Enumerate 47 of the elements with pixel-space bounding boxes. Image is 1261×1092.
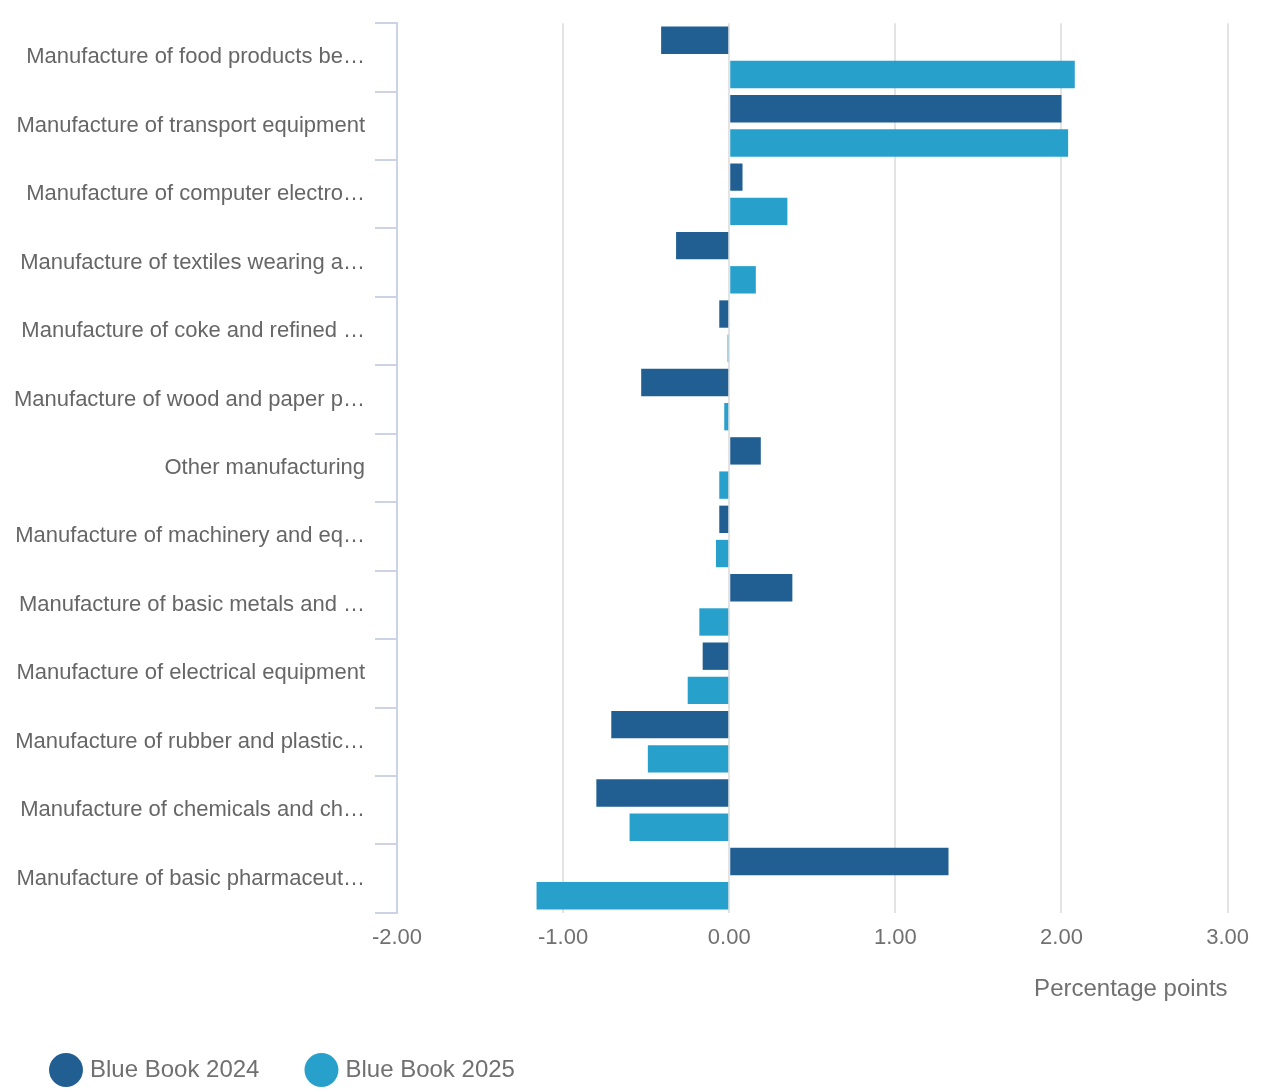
y-tick-label: Manufacture of electrical equipment — [16, 659, 365, 685]
y-tick-label: Manufacture of chemicals and ch… — [20, 796, 365, 822]
bar — [715, 539, 729, 568]
y-tick-label: Manufacture of coke and refined … — [21, 317, 365, 343]
y-tick-label: Manufacture of computer electro… — [26, 180, 365, 206]
x-tick-label: -2.00 — [371, 924, 423, 950]
bar — [596, 779, 729, 807]
bar — [730, 163, 743, 191]
bar — [641, 368, 729, 397]
legend-label: Blue Book 2025 — [345, 1054, 515, 1082]
y-tick-label: Manufacture of food products be… — [26, 43, 365, 69]
y-tick-label: Manufacture of wood and paper p… — [13, 385, 365, 411]
bar — [730, 129, 1069, 157]
bar — [730, 60, 1075, 89]
bar — [730, 197, 788, 226]
x-tick-label: -1.00 — [538, 924, 589, 950]
bar — [730, 574, 793, 602]
bar — [647, 745, 729, 773]
bar — [730, 847, 949, 876]
x-tick-label: 1.00 — [873, 924, 917, 950]
bar — [719, 471, 729, 499]
y-tick-label: Manufacture of transport equipment — [16, 111, 365, 137]
y-tick-label: Other manufacturing — [164, 454, 365, 480]
x-tick-label: 2.00 — [1040, 924, 1083, 950]
y-tick-label: Manufacture of rubber and plastic… — [15, 727, 365, 753]
bar — [676, 231, 729, 260]
y-tick-label: Manufacture of machinery and eq… — [15, 522, 365, 548]
bar — [536, 882, 729, 910]
bar — [702, 642, 729, 670]
bar — [629, 813, 729, 841]
bar — [730, 437, 761, 465]
bar — [611, 710, 729, 739]
y-tick-label: Manufacture of basic metals and … — [18, 590, 365, 616]
bar — [719, 505, 729, 534]
bar — [724, 402, 729, 431]
bar — [661, 26, 729, 54]
bar — [719, 300, 729, 328]
x-tick-label: 3.00 — [1206, 924, 1249, 950]
x-axis-title: Percentage points — [1034, 974, 1228, 1002]
bar — [730, 95, 1062, 123]
bar — [687, 676, 729, 705]
x-tick-label: 0.00 — [707, 924, 751, 950]
y-tick-label: Manufacture of basic pharmaceut… — [16, 864, 365, 890]
y-tick-label: Manufacture of textiles wearing a… — [20, 248, 365, 274]
legend-label: Blue Book 2024 — [90, 1054, 260, 1082]
bar — [699, 608, 729, 636]
bar — [730, 266, 756, 294]
